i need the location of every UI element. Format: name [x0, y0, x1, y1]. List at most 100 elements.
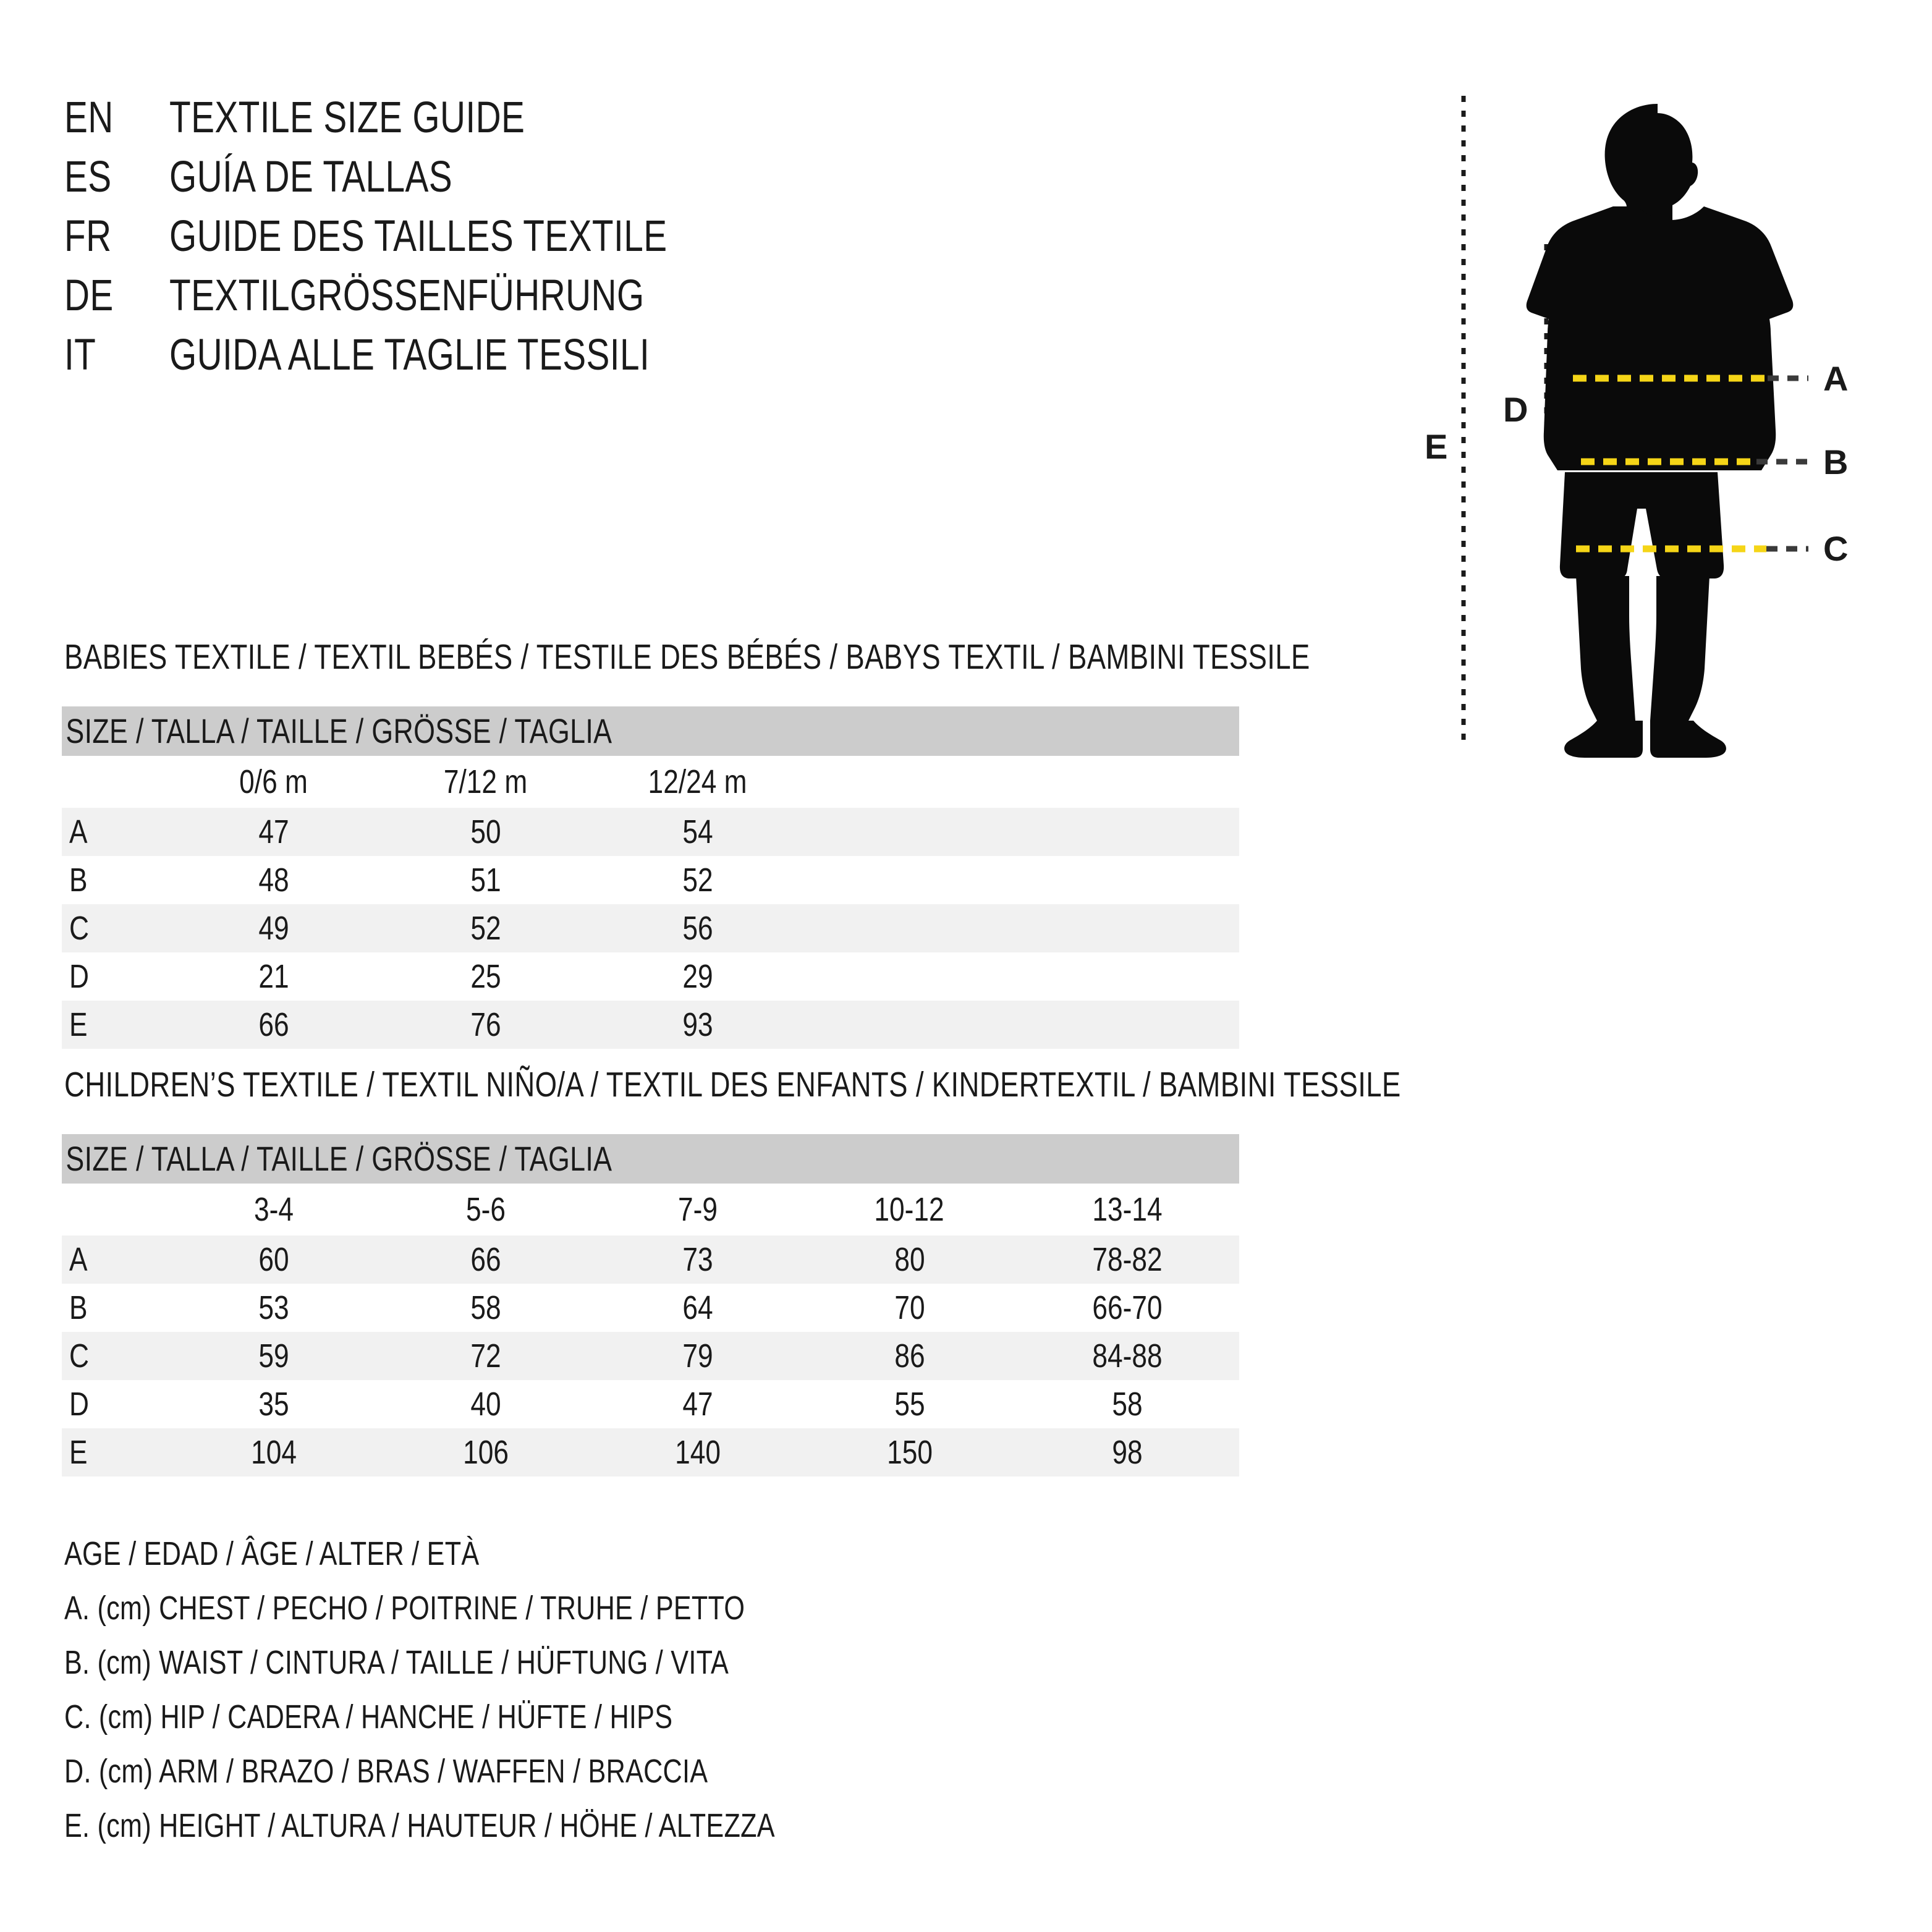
figure-label-a: A — [1823, 359, 1849, 398]
language-row-de: DE TEXTILGRÖSSENFÜHRUNG — [64, 271, 1331, 330]
babies-corner-cell — [62, 756, 168, 808]
babies-size-bar-label: SIZE / TALLA / TAILLE / GRÖSSE / TAGLIA — [66, 711, 612, 750]
table-row: B 48 51 52 — [62, 856, 1239, 904]
babies-cell-a-0: 47 — [167, 808, 380, 856]
babies-cell-c-1: 52 — [379, 904, 592, 952]
children-cell-d-2: 47 — [591, 1380, 804, 1428]
table-row: A 47 50 54 — [62, 808, 1239, 856]
babies-row-label-c: C — [62, 904, 168, 952]
babies-row-label-e: E — [62, 1001, 168, 1049]
language-code-es: ES — [64, 153, 112, 201]
table-row: C 59 72 79 86 84-88 — [62, 1332, 1239, 1380]
children-size-bar: SIZE / TALLA / TAILLE / GRÖSSE / TAGLIA — [62, 1134, 1239, 1184]
babies-cell-d-1: 25 — [379, 952, 592, 1001]
babies-size-bar: SIZE / TALLA / TAILLE / GRÖSSE / TAGLIA — [62, 706, 1239, 756]
babies-header-filler — [803, 756, 1239, 808]
babies-cell-e-2: 93 — [591, 1001, 804, 1049]
children-cell-e-1: 106 — [379, 1428, 592, 1477]
children-cell-d-1: 40 — [379, 1380, 592, 1428]
shorts-shape — [1559, 472, 1724, 578]
babies-cell-d-0: 21 — [167, 952, 380, 1001]
torso-shirt-shape — [1526, 206, 1794, 470]
babies-cell-d-2: 29 — [591, 952, 804, 1001]
table-row: C 49 52 56 — [62, 904, 1239, 952]
babies-cell-b-1: 51 — [379, 856, 592, 904]
babies-row-label-d: D — [62, 952, 168, 1001]
language-title-de: TEXTILGRÖSSENFÜHRUNG — [169, 271, 645, 320]
children-cell-d-0: 35 — [167, 1380, 380, 1428]
children-cell-d-3: 55 — [803, 1380, 1015, 1428]
children-column-header-row: 3-4 5-6 7-9 10-12 13-14 — [62, 1184, 1239, 1235]
figure-label-c: C — [1823, 529, 1849, 568]
babies-column-header-row: 0/6 m 7/12 m 12/24 m — [62, 756, 1239, 808]
children-cell-b-4: 66-70 — [1015, 1284, 1239, 1332]
legend-item-arm: D. (cm) ARM / BRAZO / BRAS / WAFFEN / BR… — [64, 1753, 708, 1790]
babies-cell-b-0: 48 — [167, 856, 380, 904]
language-code-de: DE — [64, 271, 114, 320]
babies-size-table: SIZE / TALLA / TAILLE / GRÖSSE / TAGLIA … — [62, 706, 1239, 1049]
babies-cell-e-1: 76 — [379, 1001, 592, 1049]
children-row-label-a: A — [62, 1235, 168, 1284]
babies-row-filler-d — [803, 952, 1239, 1001]
language-title-it: GUIDA ALLE TAGLIE TESSILI — [169, 331, 650, 379]
babies-section-title: BABIES TEXTILE / TEXTIL BEBÉS / TESTILE … — [64, 637, 1310, 677]
babies-cell-c-0: 49 — [167, 904, 380, 952]
language-title-fr: GUIDE DES TAILLES TEXTILE — [169, 212, 667, 261]
language-code-en: EN — [64, 93, 114, 142]
table-row: D 35 40 47 55 58 — [62, 1380, 1239, 1428]
language-title-es: GUÍA DE TALLAS — [169, 153, 453, 201]
children-column-header-4: 13-14 — [1015, 1184, 1239, 1235]
children-cell-a-2: 73 — [591, 1235, 804, 1284]
children-size-table: SIZE / TALLA / TAILLE / GRÖSSE / TAGLIA … — [62, 1134, 1239, 1477]
babies-column-header-1: 7/12 m — [379, 756, 592, 808]
babies-column-header-0: 0/6 m — [167, 756, 380, 808]
babies-column-header-2: 12/24 m — [591, 756, 804, 808]
children-cell-c-2: 79 — [591, 1332, 804, 1380]
children-cell-b-2: 64 — [591, 1284, 804, 1332]
babies-cell-b-2: 52 — [591, 856, 804, 904]
child-silhouette — [1526, 104, 1794, 758]
children-cell-c-0: 59 — [167, 1332, 380, 1380]
child-silhouette-svg — [1461, 96, 1808, 758]
children-cell-b-1: 58 — [379, 1284, 592, 1332]
language-row-es: ES GUÍA DE TALLAS — [64, 152, 1331, 211]
children-cell-c-3: 86 — [803, 1332, 1015, 1380]
babies-row-filler-b — [803, 856, 1239, 904]
children-size-bar-label: SIZE / TALLA / TAILLE / GRÖSSE / TAGLIA — [66, 1139, 612, 1178]
children-cell-c-1: 72 — [379, 1332, 592, 1380]
figure-label-d: D — [1503, 390, 1528, 429]
table-row: B 53 58 64 70 66-70 — [62, 1284, 1239, 1332]
children-column-header-0: 3-4 — [167, 1184, 380, 1235]
babies-cell-a-1: 50 — [379, 808, 592, 856]
children-section-title: CHILDREN’S TEXTILE / TEXTIL NIÑO/A / TEX… — [64, 1065, 1401, 1104]
measurement-legend: AGE / EDAD / ÂGE / ALTER / ETÀ A. (cm) C… — [64, 1527, 952, 1853]
figure-label-b: B — [1823, 443, 1849, 481]
language-title-en: TEXTILE SIZE GUIDE — [169, 93, 525, 142]
left-shoe-shape — [1564, 721, 1643, 758]
language-row-fr: FR GUIDE DES TAILLES TEXTILE — [64, 211, 1331, 271]
babies-cell-a-2: 54 — [591, 808, 804, 856]
right-shoe-shape — [1650, 721, 1726, 758]
babies-cell-c-2: 56 — [591, 904, 804, 952]
head-shape — [1604, 104, 1698, 231]
children-cell-a-0: 60 — [167, 1235, 380, 1284]
figure-label-e: E — [1425, 427, 1448, 466]
legend-item-waist: B. (cm) WAIST / CINTURA / TAILLE / HÜFTU… — [64, 1644, 729, 1681]
table-row: D 21 25 29 — [62, 952, 1239, 1001]
language-header-block: EN TEXTILE SIZE GUIDE ES GUÍA DE TALLAS … — [64, 93, 1331, 389]
children-cell-e-3: 150 — [803, 1428, 1015, 1477]
legend-item-chest: A. (cm) CHEST / PECHO / POITRINE / TRUHE… — [64, 1590, 745, 1627]
children-cell-a-1: 66 — [379, 1235, 592, 1284]
children-cell-e-0: 104 — [167, 1428, 380, 1477]
children-cell-a-4: 78-82 — [1015, 1235, 1239, 1284]
children-column-header-3: 10-12 — [803, 1184, 1015, 1235]
babies-row-filler-c — [803, 904, 1239, 952]
children-row-label-c: C — [62, 1332, 168, 1380]
children-cell-e-4: 98 — [1015, 1428, 1239, 1477]
children-row-label-b: B — [62, 1284, 168, 1332]
language-row-en: EN TEXTILE SIZE GUIDE — [64, 93, 1331, 152]
children-cell-c-4: 84-88 — [1015, 1332, 1239, 1380]
children-corner-cell — [62, 1184, 168, 1235]
children-row-label-d: D — [62, 1380, 168, 1428]
legend-item-height: E. (cm) HEIGHT / ALTURA / HAUTEUR / HÖHE… — [64, 1807, 775, 1844]
